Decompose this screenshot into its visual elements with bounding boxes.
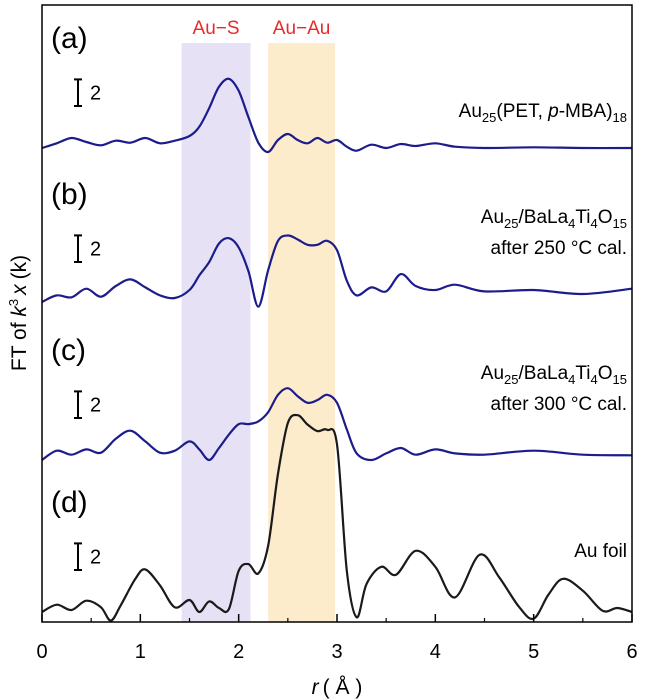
y-axis-label-exp: 3 xyxy=(6,299,21,306)
curve-b xyxy=(41,234,633,308)
region-label-au-au: Au−Au xyxy=(273,18,331,39)
annotation-c-line-2: after 300 °C cal. xyxy=(491,394,627,415)
curve-c xyxy=(41,387,633,462)
annotation-b-line-2: after 250 °C cal. xyxy=(491,238,627,259)
curve-a xyxy=(41,77,633,154)
region-label-au-s: Au−S xyxy=(193,18,240,39)
plot-frame xyxy=(41,4,633,623)
annotation-a-line-1: Au25(PET, p-MBA)18 xyxy=(459,101,627,125)
region-labels: Au−S Au−Au xyxy=(193,18,331,39)
spectra-curves xyxy=(41,77,633,622)
x-tick-label-3: 3 xyxy=(331,641,342,663)
y-axis-label-chi: x xyxy=(8,283,31,296)
panel-label-a: (a) xyxy=(51,22,88,55)
panel-label-b: (b) xyxy=(51,178,88,211)
y-axis-label: FT of k3 x (k) xyxy=(6,255,31,371)
x-tick-label-4: 4 xyxy=(430,641,441,663)
scale-bars: 2 2 2 2 xyxy=(74,78,101,571)
panel-label-c: (c) xyxy=(51,334,86,367)
scale-bar-label-d: 2 xyxy=(90,547,101,569)
shaded-region-au-s xyxy=(181,43,251,622)
x-axis: 0 1 2 3 4 5 6 xyxy=(36,614,638,663)
y-axis-label-prefix: FT of xyxy=(8,317,31,371)
shaded-region-au-au xyxy=(268,43,336,622)
panel-labels: (a) (b) (c) (d) xyxy=(51,22,88,519)
x-tick-label-0: 0 xyxy=(36,641,47,663)
x-axis-label-unit: ( Å ) xyxy=(323,676,363,699)
annotation-b-line-1: Au25/BaLa4Ti4O15 xyxy=(481,207,627,231)
x-axis-label: r( Å ) xyxy=(312,676,363,699)
panel-label-d: (d) xyxy=(51,486,88,519)
scale-bar-label-c: 2 xyxy=(90,395,101,417)
y-axis-label-k: k xyxy=(8,305,31,317)
x-tick-label-5: 5 xyxy=(528,641,539,663)
x-axis-label-symbol: r xyxy=(312,676,320,699)
annotation-d-line-1: Au foil xyxy=(574,541,627,562)
sample-annotations: Au25(PET, p-MBA)18 Au25/BaLa4Ti4O15 after … xyxy=(459,101,627,562)
y-axis-label-suffix: (k) xyxy=(8,255,31,280)
scale-bar-label-a: 2 xyxy=(90,83,101,105)
shaded-regions xyxy=(181,43,336,622)
x-tick-label-6: 6 xyxy=(626,641,637,663)
curve-d xyxy=(41,413,633,622)
x-tick-label-1: 1 xyxy=(135,641,146,663)
scale-bar-label-b: 2 xyxy=(90,239,101,261)
x-tick-label-2: 2 xyxy=(233,641,244,663)
annotation-c-line-1: Au25/BaLa4Ti4O15 xyxy=(481,363,627,387)
